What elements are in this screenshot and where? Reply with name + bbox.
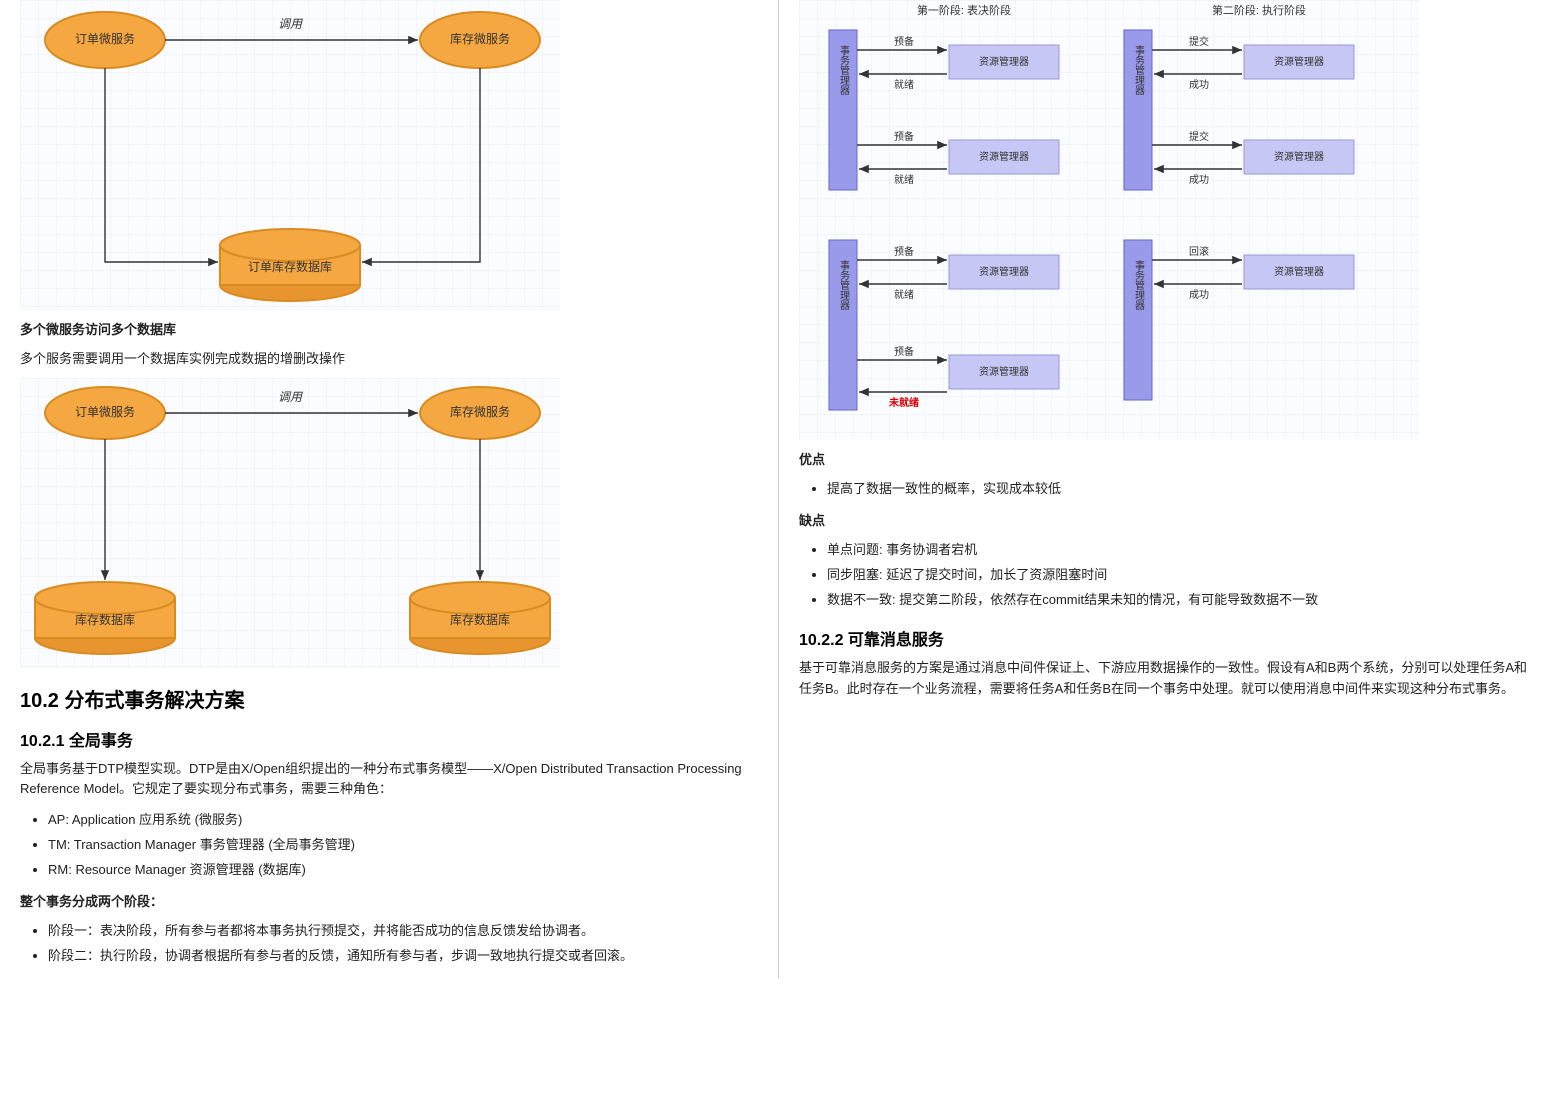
svg-text:资源管理器: 资源管理器 <box>979 150 1029 163</box>
diagram-single-db: 订单微服务 库存微服务 调用 订单库存数据库 <box>20 0 560 310</box>
advantages-list: 提高了数据一致性的概率，实现成本较低 <box>827 477 1537 502</box>
subtitle-multi-db: 多个微服务访问多个数据库 <box>20 320 758 341</box>
svg-text:订单微服务: 订单微服务 <box>75 404 135 419</box>
list-item: 阶段二：执行阶段，协调者根据所有参与者的反馈，通知所有参与者，步调一致地执行提交… <box>48 944 758 969</box>
svg-text:提交: 提交 <box>1189 35 1209 48</box>
left-column: 订单微服务 库存微服务 调用 订单库存数据库 多个微服务访问多个数据库 多个服务… <box>0 0 778 978</box>
svg-text:库存微服务: 库存微服务 <box>450 31 510 46</box>
disadvantages-list: 单点问题: 事务协调者宕机 同步阻塞: 延迟了提交时间，加长了资源阻塞时间 数据… <box>827 538 1537 612</box>
disadvantages-h: 缺点 <box>799 511 1537 532</box>
advantages-h: 优点 <box>799 450 1537 471</box>
diagram-2pc: 第一阶段: 表决阶段 第二阶段: 执行阶段 事务管理器 资源管理器 资源管理器 … <box>799 0 1419 440</box>
diagram-multi-db: 订单微服务 库存微服务 调用 库存数据库 库存数据库 <box>20 378 560 668</box>
svg-text:订单微服务: 订单微服务 <box>75 31 135 46</box>
svg-text:成功: 成功 <box>1189 289 1209 301</box>
svg-text:预备: 预备 <box>894 130 914 143</box>
para-reliable-msg: 基于可靠消息服务的方案是通过消息中间件保证上、下游应用数据操作的一致性。假设有A… <box>799 658 1537 700</box>
svg-text:第一阶段: 表决阶段: 第一阶段: 表决阶段 <box>917 3 1011 17</box>
svg-text:事务管理器: 事务管理器 <box>838 44 850 96</box>
heading-10-2-2: 10.2.2 可靠消息服务 <box>799 626 1537 650</box>
svg-text:调用: 调用 <box>278 390 303 404</box>
svg-text:调用: 调用 <box>278 17 303 31</box>
role-list: AP: Application 应用系统 (微服务) TM: Transacti… <box>48 808 758 882</box>
svg-text:提交: 提交 <box>1189 130 1209 143</box>
svg-text:资源管理器: 资源管理器 <box>1274 55 1324 68</box>
svg-text:资源管理器: 资源管理器 <box>979 365 1029 378</box>
list-item: RM: Resource Manager 资源管理器 (数据库) <box>48 858 758 883</box>
svg-text:订单库存数据库: 订单库存数据库 <box>248 259 332 274</box>
svg-text:预备: 预备 <box>894 35 914 48</box>
list-item: 提高了数据一致性的概率，实现成本较低 <box>827 477 1537 502</box>
heading-10-2-1: 10.2.1 全局事务 <box>20 727 758 751</box>
svg-text:资源管理器: 资源管理器 <box>979 55 1029 68</box>
list-item: TM: Transaction Manager 事务管理器 (全局事务管理) <box>48 833 758 858</box>
svg-text:成功: 成功 <box>1189 79 1209 91</box>
list-item: 同步阻塞: 延迟了提交时间，加长了资源阻塞时间 <box>827 563 1537 588</box>
list-item: AP: Application 应用系统 (微服务) <box>48 808 758 833</box>
svg-text:事务管理器: 事务管理器 <box>1133 259 1145 311</box>
svg-text:成功: 成功 <box>1189 174 1209 186</box>
list-item: 单点问题: 事务协调者宕机 <box>827 538 1537 563</box>
svg-text:库存数据库: 库存数据库 <box>450 612 510 627</box>
svg-text:未就绪: 未就绪 <box>888 396 919 409</box>
svg-text:就绪: 就绪 <box>894 288 914 301</box>
list-item: 数据不一致: 提交第二阶段，依然存在commit结果未知的情况，有可能导致数据不… <box>827 588 1537 613</box>
svg-text:库存数据库: 库存数据库 <box>75 612 135 627</box>
svg-text:资源管理器: 资源管理器 <box>1274 265 1324 278</box>
svg-text:事务管理器: 事务管理器 <box>838 259 850 311</box>
svg-text:资源管理器: 资源管理器 <box>1274 150 1324 163</box>
list-item: 阶段一：表决阶段，所有参与者都将本事务执行预提交，并将能否成功的信息反馈发给协调… <box>48 919 758 944</box>
svg-text:事务管理器: 事务管理器 <box>1133 44 1145 96</box>
svg-text:预备: 预备 <box>894 245 914 258</box>
desc-multi-db: 多个服务需要调用一个数据库实例完成数据的增删改操作 <box>20 349 758 370</box>
para-dtp: 全局事务基于DTP模型实现。DTP是由X/Open组织提出的一种分布式事务模型—… <box>20 759 758 801</box>
svg-text:预备: 预备 <box>894 345 914 358</box>
svg-text:就绪: 就绪 <box>894 78 914 91</box>
heading-10-2: 10.2 分布式事务解决方案 <box>20 684 758 713</box>
right-column: 第一阶段: 表决阶段 第二阶段: 执行阶段 事务管理器 资源管理器 资源管理器 … <box>779 0 1557 978</box>
phase-list: 阶段一：表决阶段，所有参与者都将本事务执行预提交，并将能否成功的信息反馈发给协调… <box>48 919 758 968</box>
svg-text:第二阶段: 执行阶段: 第二阶段: 执行阶段 <box>1212 3 1306 17</box>
phases-title: 整个事务分成两个阶段： <box>20 892 758 913</box>
svg-text:就绪: 就绪 <box>894 173 914 186</box>
svg-text:回滚: 回滚 <box>1189 245 1209 258</box>
svg-text:库存微服务: 库存微服务 <box>450 404 510 419</box>
svg-text:资源管理器: 资源管理器 <box>979 265 1029 278</box>
